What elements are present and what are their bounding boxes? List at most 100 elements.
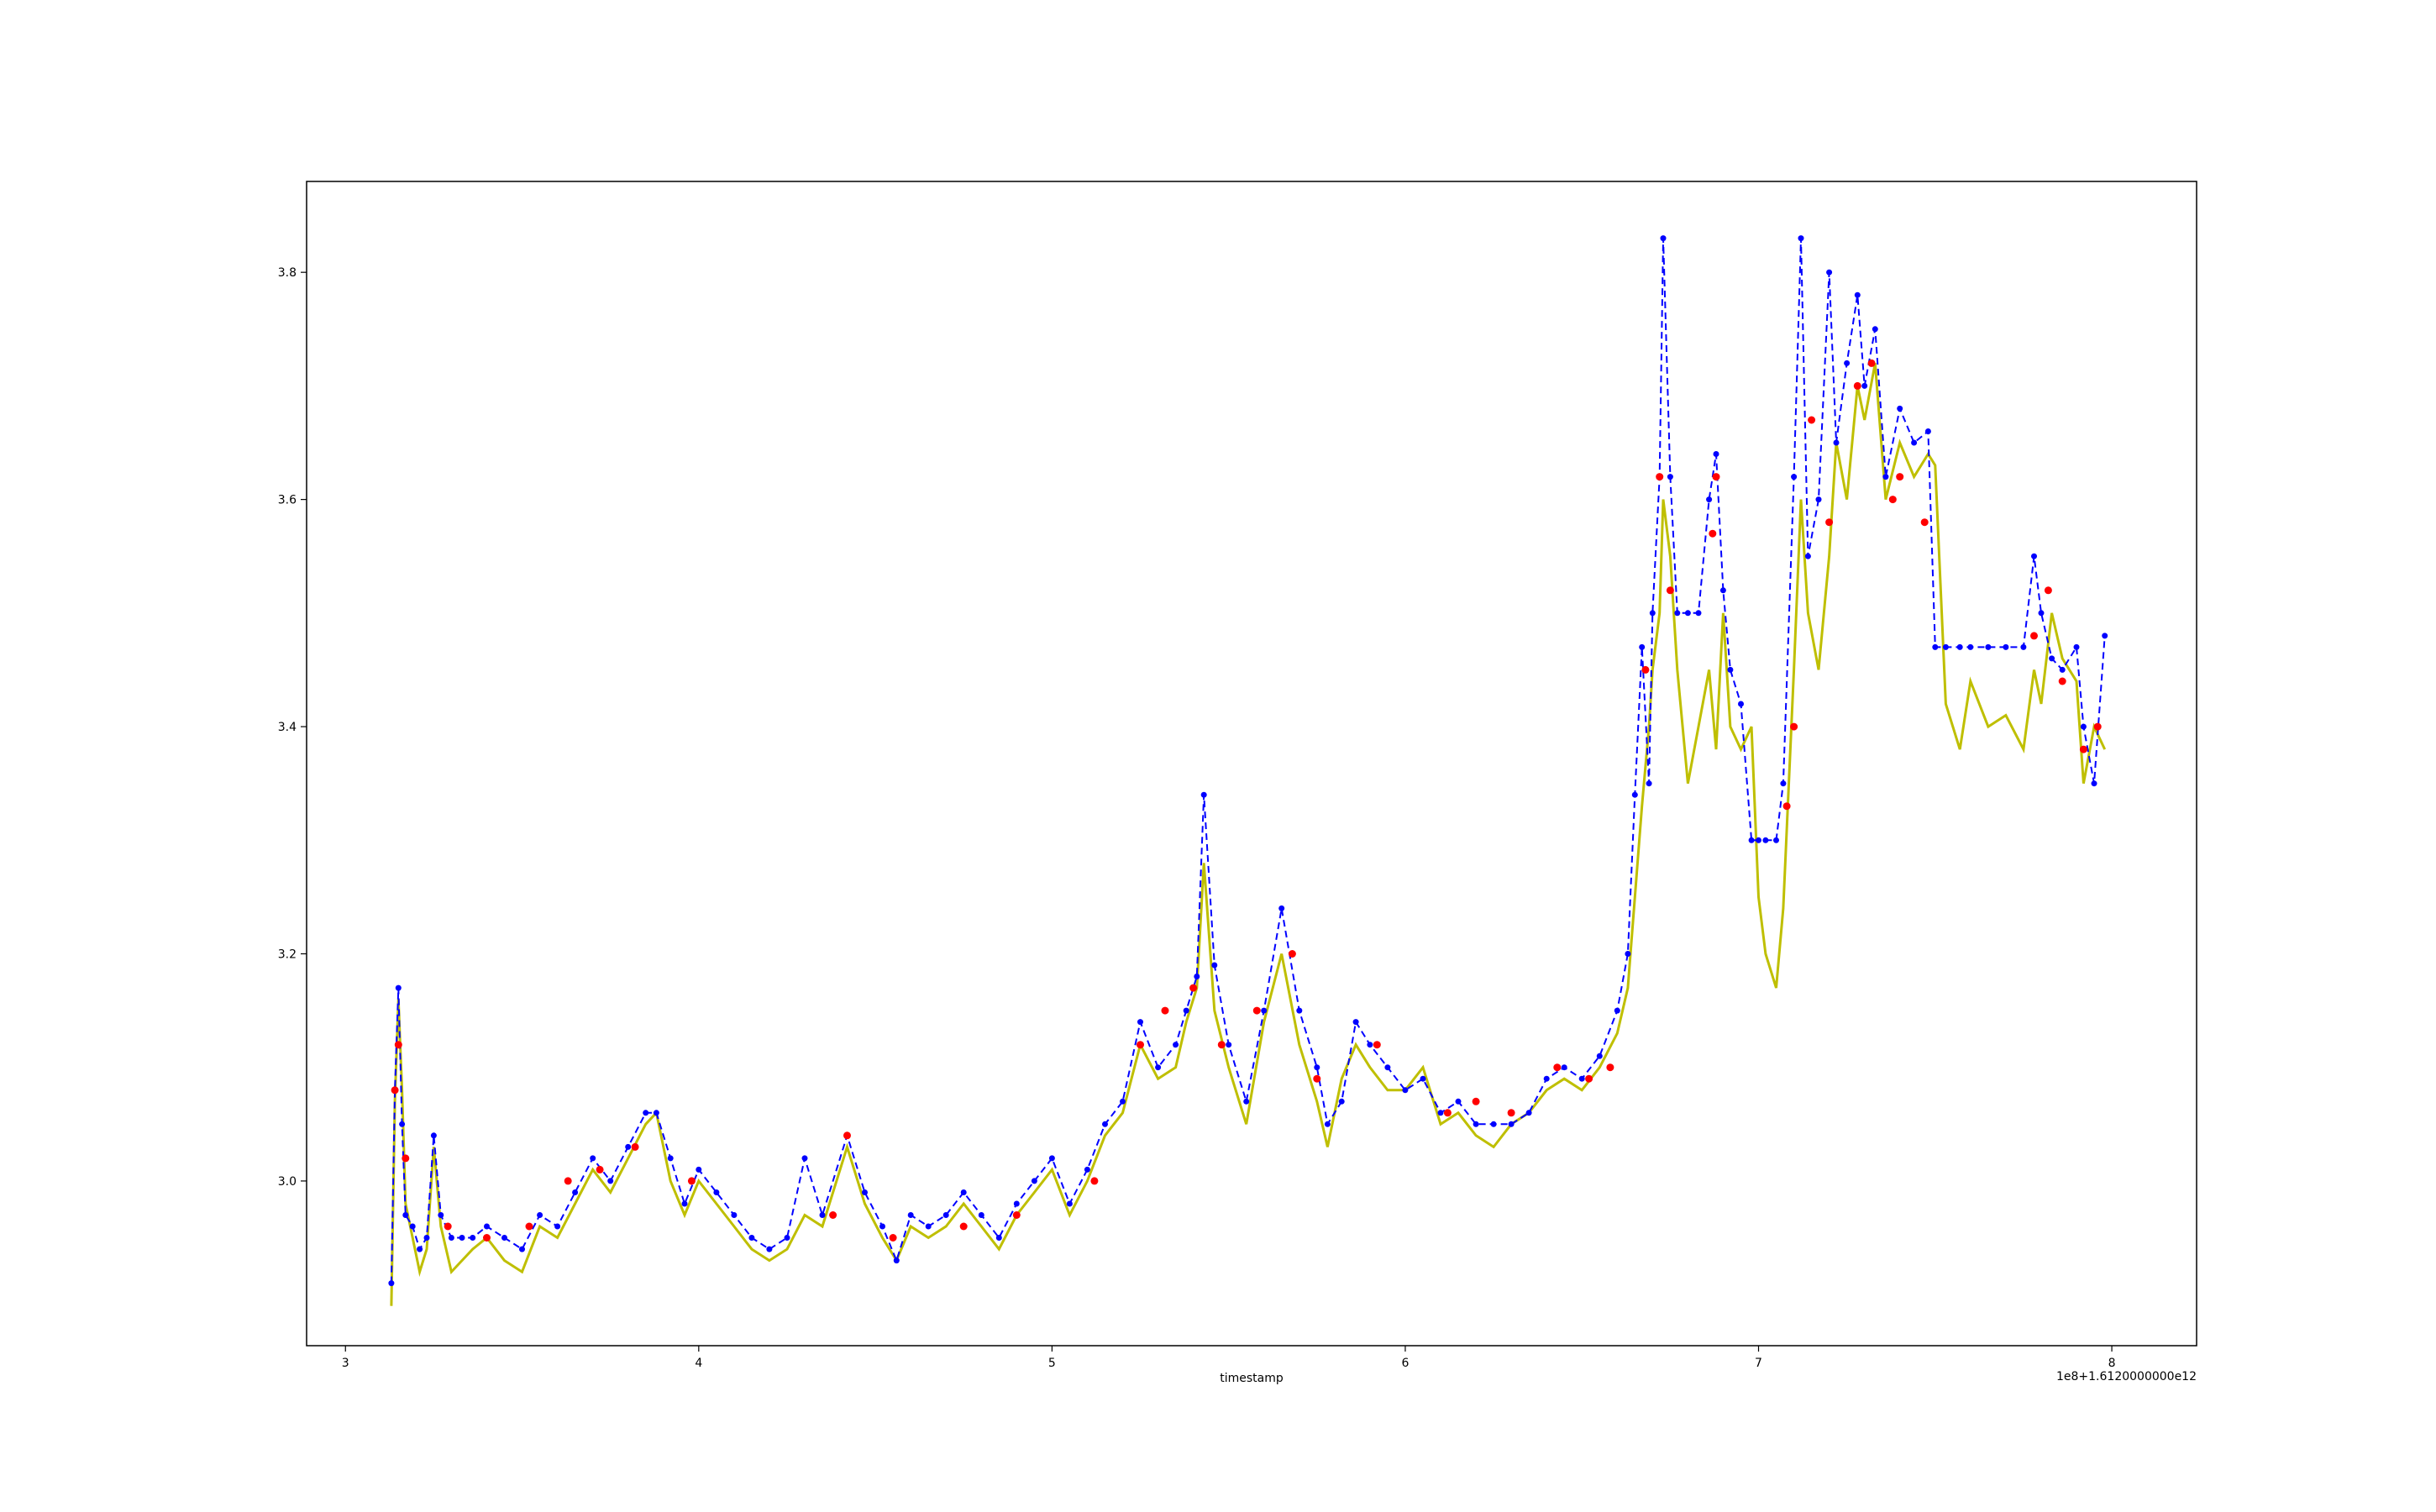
series-point bbox=[1844, 360, 1851, 366]
red-marker-point bbox=[1137, 1041, 1144, 1049]
red-marker-point bbox=[402, 1154, 410, 1163]
series-point bbox=[713, 1189, 720, 1195]
series-point bbox=[1120, 1098, 1126, 1105]
series-line-1 bbox=[390, 238, 2106, 1284]
series-point bbox=[1200, 791, 1207, 798]
red-marker-point bbox=[687, 1177, 696, 1185]
red-marker-point bbox=[1709, 529, 1717, 538]
series-point bbox=[2031, 553, 2037, 559]
series-point bbox=[1508, 1121, 1515, 1127]
red-marker-point bbox=[1666, 586, 1674, 595]
x-tick-label: 3 bbox=[342, 1357, 349, 1370]
series-point bbox=[1804, 553, 1811, 559]
red-marker-point bbox=[1606, 1063, 1614, 1072]
red-marker-point bbox=[1373, 1041, 1381, 1049]
series-point bbox=[925, 1223, 932, 1230]
series-point bbox=[1211, 962, 1218, 969]
x-axis-label: timestamp bbox=[1220, 1372, 1284, 1385]
red-marker-point bbox=[889, 1234, 897, 1242]
series-point bbox=[1048, 1155, 1055, 1162]
series-point bbox=[907, 1212, 914, 1218]
series-point bbox=[1861, 382, 1868, 389]
series-point bbox=[1243, 1098, 1250, 1105]
series-point bbox=[1911, 439, 1918, 446]
series-point bbox=[978, 1212, 984, 1218]
series-point bbox=[1826, 269, 1833, 276]
series-point bbox=[653, 1110, 659, 1116]
series-point bbox=[893, 1257, 900, 1264]
series-point bbox=[862, 1189, 868, 1195]
series-point bbox=[554, 1223, 561, 1230]
series-point bbox=[470, 1235, 476, 1241]
red-marker-point bbox=[1507, 1109, 1515, 1117]
series-point bbox=[1738, 701, 1744, 707]
red-marker-point bbox=[1808, 416, 1816, 424]
series-point bbox=[1924, 428, 1931, 434]
series-point bbox=[1596, 1053, 1603, 1059]
series-point bbox=[667, 1155, 674, 1162]
x-axis: 3 4 5 6 7 8 bbox=[342, 1346, 2116, 1370]
red-marker-point bbox=[1161, 1006, 1169, 1015]
series-point bbox=[1748, 837, 1755, 843]
series-point bbox=[1695, 610, 1702, 617]
red-marker-point bbox=[2044, 586, 2052, 595]
series-point bbox=[2038, 610, 2045, 617]
red-marker-point bbox=[1853, 381, 1861, 390]
series-point bbox=[423, 1235, 430, 1241]
red-marker-point bbox=[1252, 1006, 1261, 1015]
red-marker-point bbox=[1888, 496, 1897, 504]
series-point bbox=[1985, 643, 1992, 650]
red-marker-point bbox=[1920, 518, 1929, 527]
series-point bbox=[438, 1212, 444, 1218]
series-point bbox=[2059, 666, 2066, 673]
series-point bbox=[1473, 1121, 1479, 1127]
series-point bbox=[819, 1212, 826, 1218]
series-point bbox=[590, 1155, 596, 1162]
red-marker-point bbox=[2079, 745, 2087, 753]
series-point bbox=[430, 1132, 437, 1139]
series-point bbox=[1278, 905, 1285, 911]
red-marker-point bbox=[1090, 1177, 1099, 1185]
series-point bbox=[1684, 610, 1691, 617]
red-marker-point bbox=[959, 1222, 968, 1231]
series-point bbox=[2003, 643, 2009, 650]
series-point bbox=[1352, 1019, 1359, 1026]
series-point bbox=[681, 1200, 688, 1207]
red-marker-point bbox=[1782, 802, 1791, 811]
red-marker-point bbox=[1585, 1074, 1593, 1083]
series-point bbox=[1956, 643, 1963, 650]
series-point bbox=[1815, 496, 1822, 503]
red-marker-point bbox=[1553, 1063, 1562, 1072]
x-tick-label: 6 bbox=[1401, 1357, 1409, 1370]
red-marker-point bbox=[1472, 1097, 1480, 1105]
red-marker-point bbox=[1443, 1109, 1452, 1117]
series-point bbox=[1084, 1166, 1090, 1173]
series-point bbox=[1780, 780, 1787, 787]
y-tick-label: 3.2 bbox=[278, 948, 297, 961]
series-point bbox=[1646, 780, 1652, 787]
series-point bbox=[1031, 1178, 1037, 1184]
y-tick-label: 3.8 bbox=[278, 266, 297, 280]
series-point bbox=[402, 1212, 409, 1218]
series-point bbox=[1762, 837, 1769, 843]
red-marker-point bbox=[1189, 984, 1198, 992]
series-point bbox=[1854, 291, 1861, 298]
series-point bbox=[2073, 643, 2080, 650]
series-point bbox=[607, 1178, 614, 1184]
red-marker-point bbox=[1012, 1211, 1021, 1219]
series-point bbox=[995, 1235, 1002, 1241]
series-point bbox=[1561, 1064, 1567, 1071]
series-point bbox=[1578, 1075, 1585, 1082]
red-marker-point bbox=[1867, 359, 1876, 367]
series-point bbox=[484, 1223, 490, 1230]
series-point bbox=[696, 1166, 702, 1173]
series-point bbox=[501, 1235, 507, 1241]
series-point bbox=[1420, 1075, 1426, 1082]
series-point bbox=[1713, 451, 1719, 457]
series-point bbox=[1897, 405, 1903, 412]
red-marker-point bbox=[1217, 1041, 1226, 1049]
series-point bbox=[1660, 235, 1667, 242]
plot-frame bbox=[306, 181, 2197, 1347]
series-point bbox=[784, 1235, 790, 1241]
